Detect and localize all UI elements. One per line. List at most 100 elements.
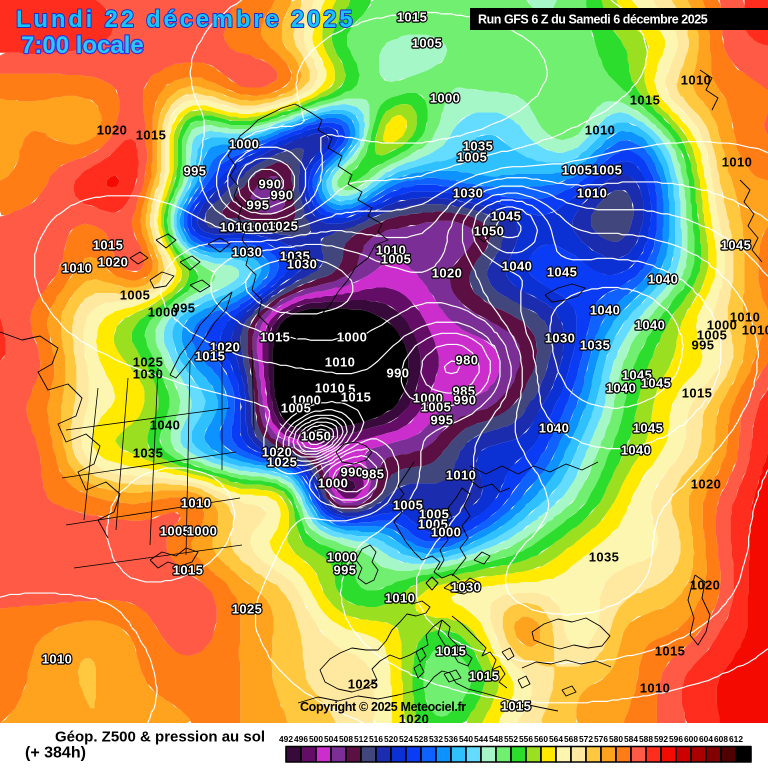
- svg-text:1030: 1030: [453, 186, 484, 201]
- svg-text:Copyright © 2025 Meteociel.fr: Copyright © 2025 Meteociel.fr: [300, 700, 466, 714]
- svg-text:1010: 1010: [577, 186, 608, 201]
- svg-text:1010: 1010: [730, 310, 761, 325]
- svg-text:1015: 1015: [173, 563, 204, 578]
- svg-text:1010: 1010: [446, 468, 477, 483]
- svg-text:1050: 1050: [301, 429, 332, 444]
- svg-text:1005: 1005: [421, 400, 452, 415]
- svg-text:1000: 1000: [337, 330, 368, 345]
- svg-text:1005: 1005: [281, 401, 312, 416]
- svg-text:1035: 1035: [463, 139, 494, 154]
- svg-text:500: 500: [309, 734, 323, 744]
- svg-text:1030: 1030: [451, 580, 482, 595]
- svg-text:516: 516: [369, 734, 383, 744]
- svg-text:1010: 1010: [640, 681, 671, 696]
- svg-text:1025: 1025: [133, 355, 164, 370]
- svg-text:1005: 1005: [412, 36, 443, 51]
- svg-text:508: 508: [339, 734, 353, 744]
- svg-text:1015: 1015: [655, 644, 686, 659]
- svg-text:1005: 1005: [457, 150, 488, 165]
- svg-text:995: 995: [173, 301, 196, 316]
- svg-text:596: 596: [669, 734, 683, 744]
- svg-text:1000: 1000: [148, 305, 179, 320]
- svg-text:512: 512: [354, 734, 368, 744]
- svg-text:1010: 1010: [385, 591, 416, 606]
- svg-text:1035: 1035: [280, 249, 311, 264]
- svg-text:1030: 1030: [232, 245, 263, 260]
- svg-text:1005: 1005: [419, 507, 450, 522]
- svg-text:608: 608: [714, 734, 728, 744]
- svg-text:990: 990: [341, 465, 364, 480]
- svg-text:1000: 1000: [431, 525, 462, 540]
- svg-text:1000: 1000: [413, 391, 444, 406]
- svg-text:980: 980: [456, 353, 479, 368]
- svg-text:990: 990: [271, 188, 294, 203]
- svg-text:1015: 1015: [469, 669, 500, 684]
- svg-text:1010: 1010: [722, 155, 753, 170]
- svg-text:1025: 1025: [267, 455, 298, 470]
- svg-text:1010: 1010: [62, 261, 93, 276]
- svg-text:1015: 1015: [397, 10, 428, 25]
- svg-text:1010: 1010: [42, 652, 73, 667]
- svg-text:1015: 1015: [195, 349, 226, 364]
- svg-text:492: 492: [279, 734, 293, 744]
- svg-text:1040: 1040: [648, 272, 679, 287]
- svg-text:Géop. Z500 & pression au sol: Géop. Z500 & pression au sol: [55, 729, 265, 746]
- svg-text:524: 524: [399, 734, 413, 744]
- svg-text:1015: 1015: [260, 330, 291, 345]
- svg-text:995: 995: [247, 198, 270, 213]
- svg-text:1040: 1040: [590, 303, 621, 318]
- svg-text:1025: 1025: [268, 219, 299, 234]
- svg-text:496: 496: [294, 734, 308, 744]
- svg-text:1030: 1030: [287, 257, 318, 272]
- svg-text:1020: 1020: [690, 578, 721, 593]
- svg-text:1045: 1045: [721, 238, 752, 253]
- svg-text:1000: 1000: [430, 91, 461, 106]
- svg-text:1015: 1015: [93, 238, 124, 253]
- svg-text:1045: 1045: [547, 265, 578, 280]
- svg-text:604: 604: [699, 734, 713, 744]
- svg-text:1020: 1020: [691, 477, 722, 492]
- svg-text:1005: 1005: [592, 163, 623, 178]
- svg-text:Lundi 22 décembre 2025: Lundi 22 décembre 2025: [16, 6, 355, 33]
- svg-text:1005: 1005: [697, 328, 728, 343]
- svg-text:1040: 1040: [621, 443, 652, 458]
- svg-text:564: 564: [549, 734, 563, 744]
- svg-text:1015: 1015: [341, 390, 372, 405]
- svg-text:Run GFS 6 Z du Samedi 6 décemb: Run GFS 6 Z du Samedi 6 décembre 2025: [478, 13, 708, 27]
- svg-text:556: 556: [519, 734, 533, 744]
- svg-text:1010: 1010: [681, 73, 712, 88]
- svg-text:1040: 1040: [606, 381, 637, 396]
- svg-text:1025: 1025: [348, 677, 379, 692]
- svg-text:1040: 1040: [150, 418, 181, 433]
- svg-text:552: 552: [504, 734, 518, 744]
- svg-text:528: 528: [414, 734, 428, 744]
- svg-text:532: 532: [429, 734, 443, 744]
- svg-text:990: 990: [259, 177, 282, 192]
- svg-text:1005: 1005: [418, 517, 449, 532]
- svg-text:580: 580: [609, 734, 623, 744]
- svg-text:1020: 1020: [432, 266, 463, 281]
- svg-text:1005: 1005: [381, 252, 412, 267]
- svg-text:995: 995: [184, 164, 207, 179]
- svg-text:1010: 1010: [220, 220, 251, 235]
- svg-text:1010: 1010: [376, 243, 407, 258]
- svg-text:995: 995: [431, 413, 454, 428]
- svg-text:568: 568: [564, 734, 578, 744]
- svg-text:1045: 1045: [491, 209, 522, 224]
- svg-text:612: 612: [729, 734, 743, 744]
- svg-text:1020: 1020: [262, 445, 293, 460]
- svg-text:1010: 1010: [742, 323, 768, 338]
- svg-text:1010: 1010: [585, 123, 616, 138]
- svg-text:985: 985: [362, 467, 385, 482]
- svg-text:1045: 1045: [641, 376, 672, 391]
- svg-text:572: 572: [579, 734, 593, 744]
- svg-text:990: 990: [454, 393, 477, 408]
- svg-text:1015: 1015: [630, 93, 661, 108]
- svg-text:548: 548: [489, 734, 503, 744]
- svg-text:1035: 1035: [133, 446, 164, 461]
- svg-text:1005: 1005: [120, 288, 151, 303]
- svg-text:1015: 1015: [136, 128, 167, 143]
- svg-text:5: 5: [348, 382, 356, 397]
- svg-text:995: 995: [692, 338, 715, 353]
- svg-text:1020: 1020: [210, 340, 241, 355]
